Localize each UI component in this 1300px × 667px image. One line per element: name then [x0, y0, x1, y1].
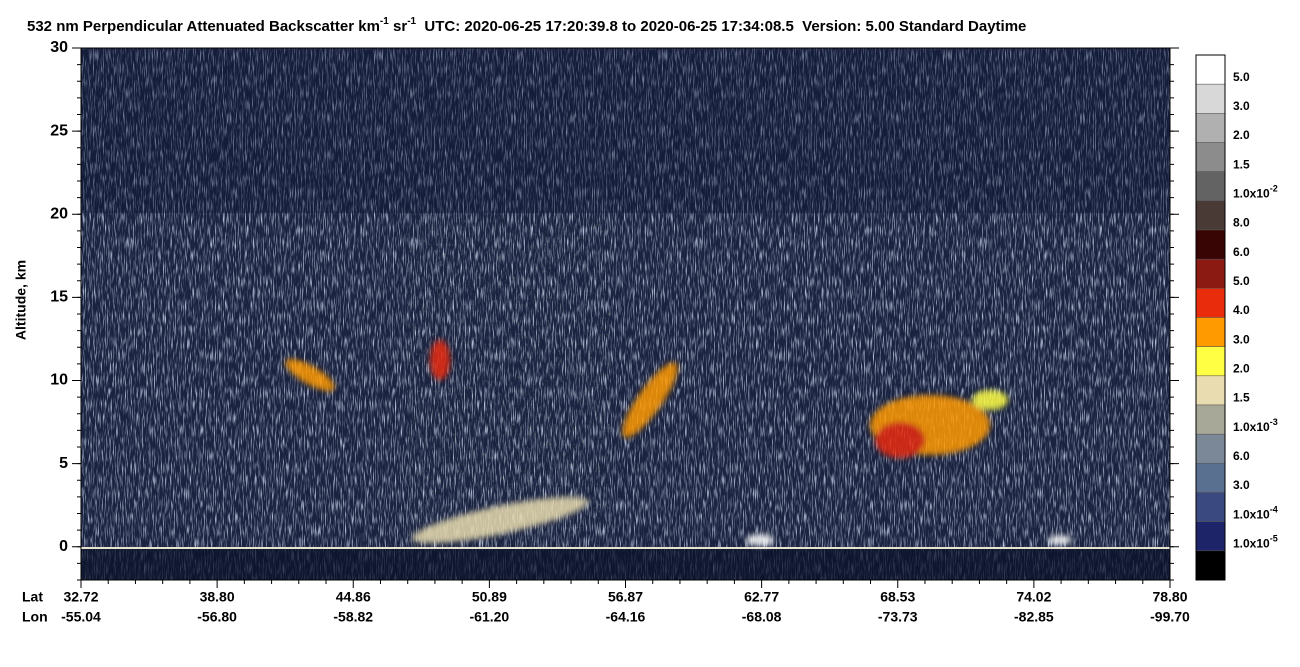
colorbar-label-text: 1.0x10: [1233, 187, 1270, 201]
colorbar-label-text: 3.0: [1233, 99, 1250, 113]
colorbar-swatch: [1195, 142, 1226, 172]
title-text: UTC: 2020-06-25 17:20:39.8 to 2020-06-25…: [416, 18, 1026, 35]
colorbar-swatch: [1195, 375, 1226, 406]
colorbar-swatch: [1195, 200, 1226, 231]
lat-label: 32.72: [63, 589, 98, 605]
colorbar-label: 6.0: [1233, 245, 1250, 259]
lon-label: -68.08: [742, 609, 782, 625]
y-tick-label: 15: [50, 289, 68, 306]
colorbar-label-text: 8.0: [1233, 216, 1250, 230]
colorbar-swatch: [1195, 54, 1226, 85]
colorbar-label-text: 1.5: [1233, 157, 1250, 171]
colorbar-label: 5.0: [1233, 70, 1250, 84]
colorbar-label-text: 6.0: [1233, 245, 1250, 259]
colorbar-swatch: [1195, 288, 1226, 318]
colorbar-label: 3.0: [1233, 99, 1250, 113]
lon-label: -73.73: [878, 609, 918, 625]
lat-label: 44.86: [336, 589, 371, 605]
lat-label: 62.77: [744, 589, 779, 605]
colorbar-label-text: 1.0x10: [1233, 537, 1270, 551]
chart-title: 532 nm Perpendicular Attenuated Backscat…: [27, 16, 1026, 35]
colorbar-swatch: [1195, 229, 1226, 260]
title-text: sr: [389, 18, 408, 35]
colorbar-label-text: 6.0: [1233, 449, 1250, 463]
colorbar-label-text: 5.0: [1233, 274, 1250, 288]
lat-label: 74.02: [1016, 589, 1051, 605]
colorbar-label-text: 1.0x10: [1233, 507, 1270, 521]
colorbar-swatch: [1195, 258, 1226, 289]
title-superscript: -1: [407, 16, 416, 27]
colorbar-label-text: 3.0: [1233, 332, 1250, 346]
lon-label: -99.70: [1150, 609, 1190, 625]
lon-label: -58.82: [333, 609, 373, 625]
lat-label: 50.89: [472, 589, 507, 605]
y-tick-label: 10: [50, 372, 68, 389]
colorbar-frame: [1195, 54, 1226, 581]
colorbar-label-text: 1.0x10: [1233, 420, 1270, 434]
y-tick-label: 0: [59, 538, 68, 555]
colorbar-label: 1.5: [1233, 157, 1250, 171]
plot-area: [80, 47, 1171, 581]
y-axis-label: Altitude, km: [13, 260, 29, 340]
title-text: 532 nm Perpendicular Attenuated Backscat…: [27, 18, 380, 35]
colorbar-label: 1.0x10-3: [1233, 417, 1278, 434]
colorbar-label-exponent: -3: [1270, 417, 1278, 427]
colorbar-label-text: 4.0: [1233, 303, 1250, 317]
y-tick-label: 5: [59, 455, 68, 472]
colorbar-label: 3.0: [1233, 478, 1250, 492]
lat-label: 68.53: [880, 589, 915, 605]
colorbar-swatch: [1195, 317, 1226, 347]
colorbar-swatch: [1195, 492, 1226, 522]
y-tick-label: 25: [50, 122, 68, 139]
lat-label: 78.80: [1152, 589, 1187, 605]
lat-label: 38.80: [200, 589, 235, 605]
colorbar-label-exponent: -4: [1270, 505, 1278, 515]
colorbar-swatch: [1195, 521, 1226, 552]
colorbar-label: 3.0: [1233, 332, 1250, 346]
colorbar: 5.03.02.01.51.0x10-28.06.05.04.03.02.01.…: [1195, 54, 1278, 581]
colorbar-label: 1.0x10-5: [1233, 534, 1278, 551]
colorbar-swatch: [1195, 171, 1226, 202]
lon-label: -55.04: [61, 609, 101, 625]
y-tick-label: 20: [50, 205, 68, 222]
lon-label: -61.20: [470, 609, 510, 625]
title-superscript: -1: [380, 16, 389, 27]
colorbar-swatch: [1195, 113, 1226, 143]
colorbar-label: 1.0x10-4: [1233, 505, 1278, 522]
colorbar-label: 4.0: [1233, 303, 1250, 317]
colorbar-label-exponent: -5: [1270, 534, 1278, 544]
colorbar-label: 1.0x10-2: [1233, 184, 1278, 201]
x-row-label: Lat: [22, 589, 43, 605]
lon-label: -82.85: [1014, 609, 1054, 625]
colorbar-swatch: [1195, 83, 1226, 114]
colorbar-swatch: [1195, 550, 1226, 581]
lon-label: -64.16: [606, 609, 646, 625]
colorbar-label-text: 2.0: [1233, 128, 1250, 142]
colorbar-swatch: [1195, 463, 1226, 493]
colorbar-swatch: [1195, 433, 1226, 464]
colorbar-label-text: 5.0: [1233, 70, 1250, 84]
colorbar-label-text: 1.5: [1233, 391, 1250, 405]
colorbar-label: 1.5: [1233, 391, 1250, 405]
colorbar-label: 2.0: [1233, 362, 1250, 376]
lon-label: -56.80: [197, 609, 237, 625]
colorbar-label-exponent: -2: [1270, 184, 1278, 194]
lat-label: 56.87: [608, 589, 643, 605]
colorbar-label: 5.0: [1233, 274, 1250, 288]
colorbar-label: 8.0: [1233, 216, 1250, 230]
colorbar-swatch: [1195, 404, 1226, 435]
colorbar-swatch: [1195, 346, 1226, 377]
y-tick-label: 30: [50, 39, 68, 56]
colorbar-label: 2.0: [1233, 128, 1250, 142]
colorbar-label-text: 2.0: [1233, 362, 1250, 376]
colorbar-label-text: 3.0: [1233, 478, 1250, 492]
x-row-label: Lon: [22, 609, 48, 625]
colorbar-label: 6.0: [1233, 449, 1250, 463]
